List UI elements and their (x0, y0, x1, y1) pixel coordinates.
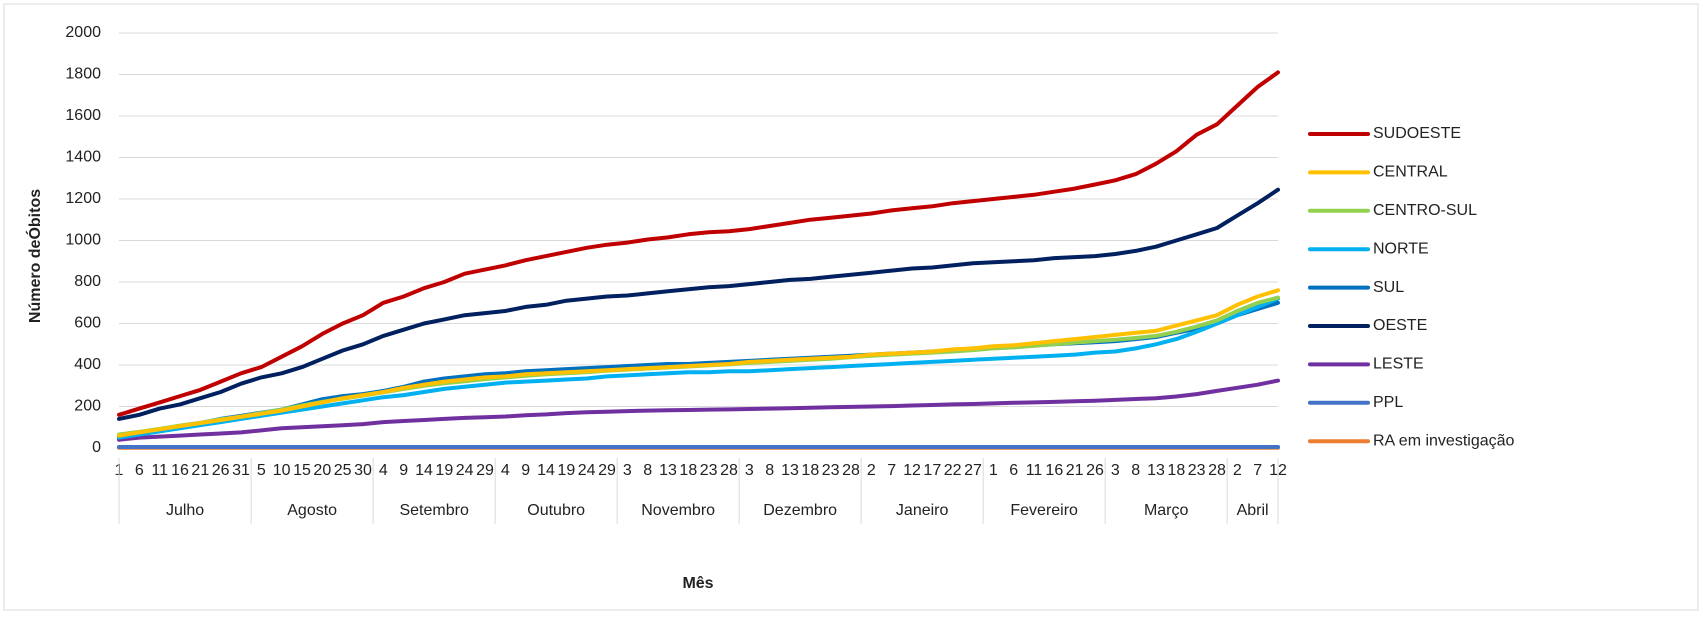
legend-label: OESTE (1373, 317, 1427, 334)
legend-label: CENTRAL (1373, 164, 1448, 181)
x-tick-label: 9 (521, 462, 530, 479)
x-tick-label: 31 (232, 462, 250, 479)
x-tick-label: 12 (903, 462, 921, 479)
x-tick-label: 18 (801, 462, 819, 479)
legend-label: NORTE (1373, 240, 1429, 257)
y-tick-label: 1000 (65, 232, 101, 249)
x-tick-label: 23 (822, 462, 840, 479)
x-tick-label: 28 (720, 462, 738, 479)
y-tick-label: 1800 (65, 66, 101, 83)
x-tick-label: 23 (700, 462, 718, 479)
x-tick-label: 28 (842, 462, 860, 479)
x-tick-label: 6 (135, 462, 144, 479)
x-tick-label: 9 (399, 462, 408, 479)
x-tick-label: 2 (867, 462, 876, 479)
x-tick-label: 6 (1009, 462, 1018, 479)
x-tick-label: 17 (923, 462, 941, 479)
x-tick-label: 25 (334, 462, 352, 479)
x-tick-label: 21 (1066, 462, 1084, 479)
x-tick-label: 18 (1167, 462, 1185, 479)
legend-label: PPL (1373, 394, 1403, 411)
chart-border (3, 3, 1699, 611)
x-tick-label: 1 (989, 462, 998, 479)
x-tick-label: 4 (379, 462, 388, 479)
month-label: Outubro (527, 502, 585, 519)
month-label: Abril (1237, 502, 1269, 519)
x-tick-label: 5 (257, 462, 266, 479)
y-tick-label: 2000 (65, 24, 101, 41)
x-tick-label: 28 (1208, 462, 1226, 479)
x-tick-label: 13 (659, 462, 677, 479)
x-tick-label: 20 (313, 462, 331, 479)
series-line (117, 296, 1280, 440)
legend-label: LESTE (1373, 356, 1424, 373)
y-tick-label: 1600 (65, 107, 101, 124)
x-tick-label: 3 (623, 462, 632, 479)
month-label: Março (1144, 502, 1189, 519)
x-tick-label: 14 (537, 462, 555, 479)
x-tick-label: 3 (745, 462, 754, 479)
x-tick-label: 18 (679, 462, 697, 479)
month-label: Novembro (641, 502, 715, 519)
x-tick-label: 16 (171, 462, 189, 479)
y-tick-label: 1200 (65, 190, 101, 207)
legend-label: SUDOESTE (1373, 125, 1461, 142)
series-line (117, 70, 1280, 417)
x-tick-label: 8 (643, 462, 652, 479)
y-tick-label: 800 (74, 273, 101, 290)
series-line (117, 187, 1280, 421)
series-line (117, 288, 1280, 438)
month-label: Dezembro (763, 502, 837, 519)
x-tick-label: 8 (1131, 462, 1140, 479)
month-label: Agosto (287, 502, 337, 519)
month-label: Fevereiro (1010, 502, 1078, 519)
legend-label: RA em investigação (1373, 432, 1515, 449)
month-label: Janeiro (896, 502, 949, 519)
x-tick-label: 29 (476, 462, 494, 479)
x-tick-label: 2 (1233, 462, 1242, 479)
x-tick-label: 10 (273, 462, 291, 479)
x-tick-label: 11 (151, 462, 168, 479)
x-tick-label: 15 (293, 462, 311, 479)
x-tick-label: 7 (1253, 462, 1262, 479)
month-label: Julho (166, 502, 204, 519)
x-axis-title: Mês (682, 575, 713, 592)
x-tick-label: 26 (1086, 462, 1104, 479)
x-tick-label: 13 (781, 462, 799, 479)
y-tick-label: 400 (74, 356, 101, 373)
x-tick-label: 29 (598, 462, 616, 479)
x-tick-label: 11 (1026, 462, 1043, 479)
x-tick-label: 3 (1111, 462, 1120, 479)
y-tick-label: 600 (74, 315, 101, 332)
x-tick-label: 24 (456, 462, 474, 479)
x-tick-label: 13 (1147, 462, 1165, 479)
x-tick-label: 7 (887, 462, 896, 479)
x-tick-label: 23 (1188, 462, 1206, 479)
x-tick-label: 19 (557, 462, 575, 479)
y-axis-title: Número deÓbitos (25, 189, 44, 323)
y-tick-label: 0 (92, 439, 101, 456)
y-tick-label: 200 (74, 398, 101, 415)
y-tick-label: 1400 (65, 149, 101, 166)
x-tick-label: 27 (964, 462, 982, 479)
x-tick-label: 22 (944, 462, 962, 479)
legend-label: CENTRO-SUL (1373, 202, 1477, 219)
x-tick-label: 26 (212, 462, 230, 479)
x-tick-label: 21 (191, 462, 209, 479)
x-tick-label: 24 (578, 462, 596, 479)
x-tick-label: 19 (435, 462, 453, 479)
x-tick-label: 4 (501, 462, 510, 479)
x-tick-label: 8 (765, 462, 774, 479)
legend-label: SUL (1373, 279, 1404, 296)
series-line (117, 378, 1280, 442)
month-label: Setembro (399, 502, 468, 519)
x-tick-label: 30 (354, 462, 372, 479)
x-tick-label: 14 (415, 462, 433, 479)
x-tick-label: 16 (1045, 462, 1063, 479)
